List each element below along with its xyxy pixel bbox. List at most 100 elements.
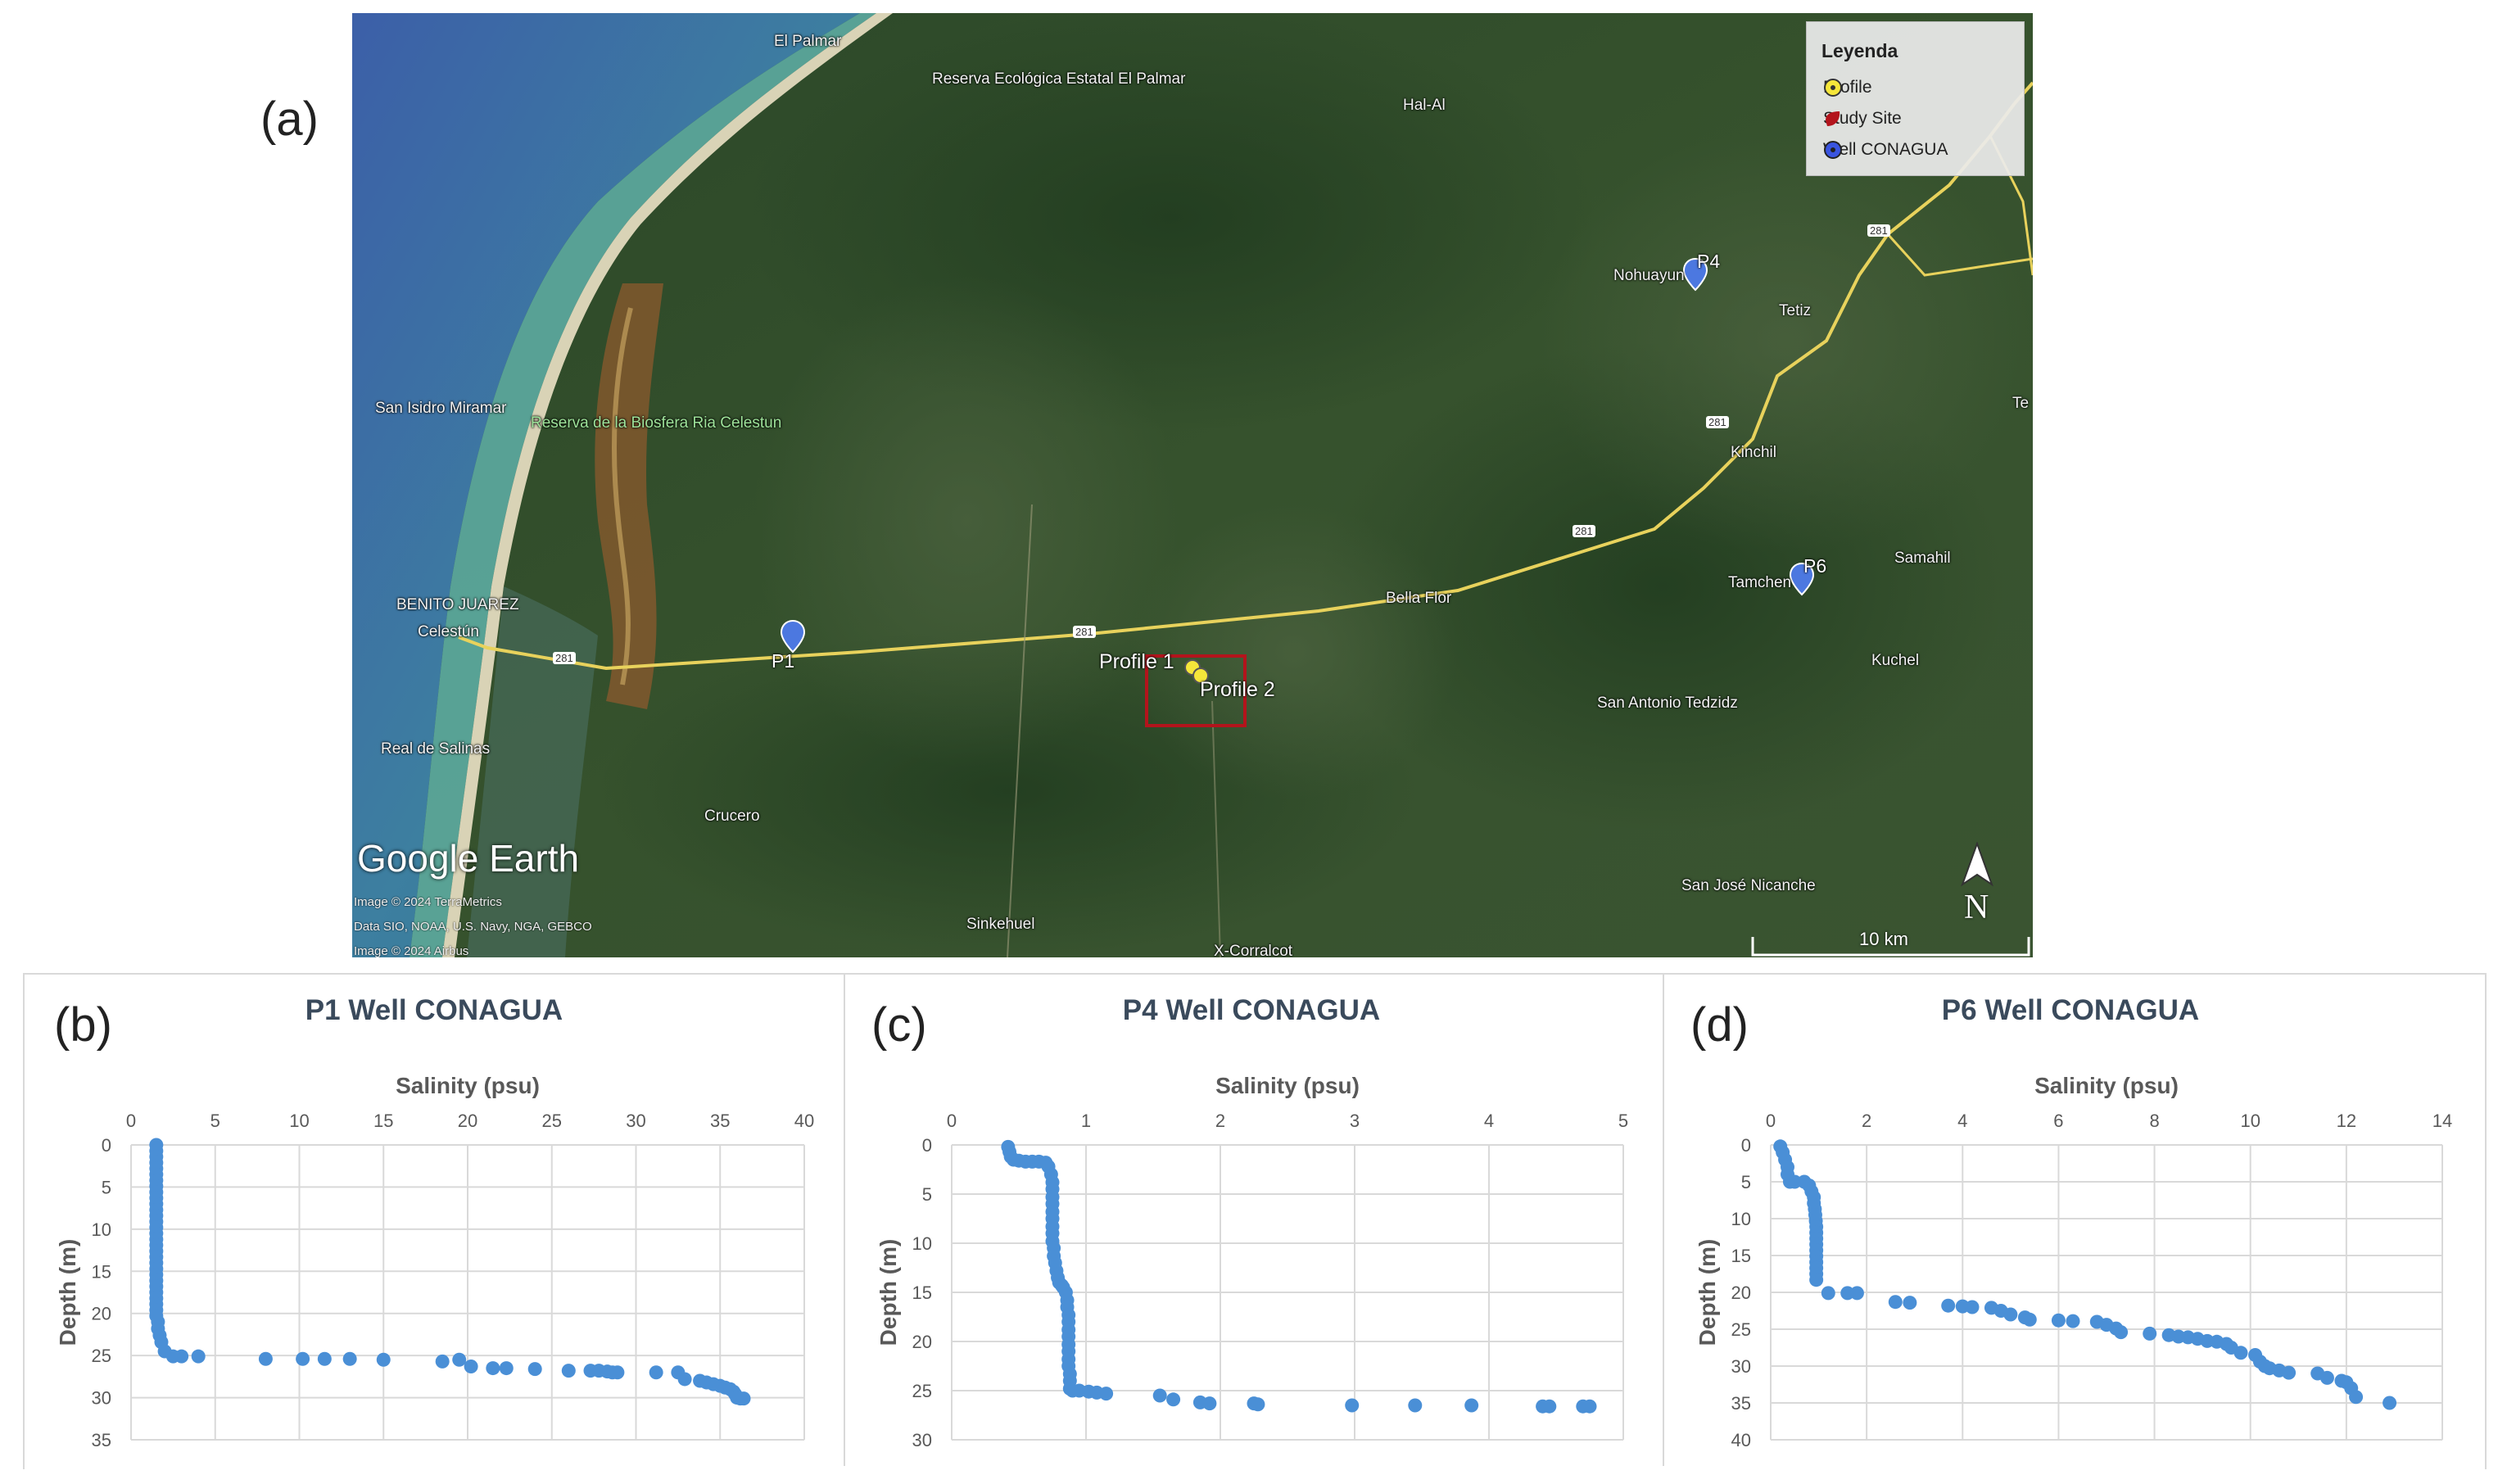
y-tick-label: 0 [1741, 1135, 1751, 1156]
y-tick-label: 25 [912, 1381, 932, 1401]
data-point [258, 1351, 273, 1366]
place-label: San Isidro Miramar [375, 400, 507, 417]
panel-divider [844, 975, 845, 1466]
place-label: Reserva de la Biosfera Ria Celestun [531, 414, 782, 432]
data-point [191, 1349, 206, 1364]
y-tick-label: 25 [92, 1346, 111, 1366]
satellite-map[interactable]: 281 281 281 281 281 El Palmar Reserva Ec… [352, 13, 2033, 957]
chart-svg: 0 2 4 6 8 10 12 14 0 5 10 15 20 25 30 35 40 Salinity (psu… [1695, 1073, 2452, 1450]
data-point [464, 1360, 478, 1374]
place-label: Samahil [1894, 550, 1951, 567]
place-label: El Palmar [774, 33, 842, 50]
x-tick-label: 2 [1862, 1111, 1871, 1131]
chart-title: P6 Well CONAGUA [1941, 994, 2200, 1026]
x-axis-title: Salinity (psu) [1215, 1073, 1360, 1098]
data-point [2066, 1314, 2080, 1328]
data-point [2233, 1346, 2248, 1360]
data-point [736, 1391, 751, 1406]
x-tick-label: 4 [1957, 1111, 1967, 1131]
data-point [1888, 1295, 1903, 1310]
legend-item-profile: Profile [1823, 78, 1872, 97]
y-tick-label: 0 [102, 1135, 111, 1156]
data-point [2022, 1312, 2037, 1327]
data-point [174, 1349, 189, 1364]
data-point [435, 1354, 450, 1369]
panel-a-label: (a) [260, 93, 319, 146]
road-shield: 281 [1706, 416, 1729, 428]
data-point [677, 1372, 692, 1387]
y-axis-title: Depth (m) [876, 1239, 901, 1346]
place-label: Te [2012, 395, 2030, 412]
y-tick-label: 20 [92, 1304, 111, 1324]
north-arrow-icon [1961, 842, 1993, 887]
well-marker-icon [1824, 141, 1842, 159]
road-shield: 281 [1867, 224, 1890, 237]
data-point [610, 1365, 625, 1380]
chart-panel-p6: (d) P6 Well CONAGUA 0 2 4 6 8 10 12 14 0 5 10 15 20 2… [1664, 975, 2482, 1466]
data-point [2143, 1326, 2157, 1341]
chart-svg: 0 1 2 3 4 5 0 5 10 15 20 25 30 Salinity (psu) Depth (m… [876, 1073, 1628, 1450]
chart-panel-p4: (c) P4 Well CONAGUA 0 1 2 3 4 5 0 5 10 15 20 25 30 Sa… [845, 975, 1663, 1466]
profile-2-marker[interactable] [1192, 667, 1209, 684]
imagery-credit: Image © 2024 TerraMetrics [354, 895, 502, 909]
legend-label: Well CONAGUA [1823, 140, 1948, 159]
data-point [376, 1352, 391, 1367]
data-point [1152, 1388, 1167, 1403]
data-point [2114, 1325, 2129, 1340]
x-tick-label: 0 [1766, 1111, 1776, 1131]
y-tick-label: 5 [922, 1184, 932, 1205]
data-point [1809, 1273, 1824, 1287]
place-label: Tetiz [1779, 302, 1812, 319]
y-tick-label: 20 [912, 1332, 932, 1352]
y-tick-label: 25 [1731, 1319, 1751, 1340]
y-tick-label: 30 [1731, 1356, 1751, 1377]
place-label: Nohuayun [1613, 267, 1685, 284]
data-point [527, 1362, 542, 1377]
map-imagery [352, 13, 2033, 957]
x-tick-label: 0 [947, 1111, 957, 1131]
x-axis-title: Salinity (psu) [396, 1073, 540, 1098]
data-point [342, 1351, 357, 1366]
data-point [649, 1365, 663, 1380]
x-axis-title: Salinity (psu) [2034, 1073, 2179, 1098]
y-tick-label: 5 [1741, 1172, 1751, 1192]
y-tick-label: 10 [912, 1233, 932, 1254]
place-label: Bella Flor [1386, 590, 1452, 607]
x-tick-label: 35 [710, 1111, 730, 1131]
y-tick-label: 10 [1731, 1209, 1751, 1229]
data-point [1345, 1398, 1360, 1413]
legend-item-well: Well CONAGUA [1823, 140, 1948, 160]
chart-title: P4 Well CONAGUA [1122, 994, 1381, 1026]
well-p4-marker[interactable] [1682, 257, 1708, 292]
x-tick-label: 8 [2149, 1111, 2159, 1131]
x-tick-label: 25 [542, 1111, 562, 1131]
well-p6-label: P6 [1803, 555, 1827, 577]
x-tick-label: 0 [126, 1111, 136, 1131]
chart-title: P1 Well CONAGUA [305, 994, 563, 1026]
data-point [1965, 1300, 1980, 1314]
place-label: San Antonio Tedzidz [1597, 694, 1738, 712]
legend-item-study-site: Study Site [1823, 109, 1902, 129]
y-tick-label: 20 [1731, 1283, 1751, 1303]
panel-b-label: (b) [54, 998, 112, 1052]
well-p6-marker[interactable] [1789, 562, 1815, 596]
chart-panel-p1: (b) P1 Well CONAGUA 0 5 10 15 20 25 30 35 40 0 5 10… [25, 975, 844, 1466]
imagery-credit: Data SIO, NOAA, U.S. Navy, NGA, GEBCO [354, 920, 592, 934]
data-point [2349, 1390, 2364, 1405]
data-point [1464, 1398, 1479, 1413]
place-label: Kuchel [1871, 652, 1920, 669]
well-p1-marker[interactable] [780, 619, 806, 654]
y-tick-label: 0 [922, 1135, 932, 1156]
data-point [2319, 1370, 2334, 1385]
x-tick-label: 5 [1618, 1111, 1628, 1131]
x-tick-label: 40 [794, 1111, 814, 1131]
y-tick-label: 35 [1731, 1393, 1751, 1414]
data-point [1787, 1174, 1802, 1189]
scale-bar [1751, 937, 2030, 957]
profile-1-label: Profile 1 [1099, 650, 1174, 673]
data-point [1408, 1398, 1423, 1413]
study-site-box[interactable] [1145, 654, 1247, 727]
profile-2-label: Profile 2 [1200, 678, 1275, 701]
north-label: N [1964, 889, 1989, 926]
x-tick-label: 2 [1215, 1111, 1225, 1131]
